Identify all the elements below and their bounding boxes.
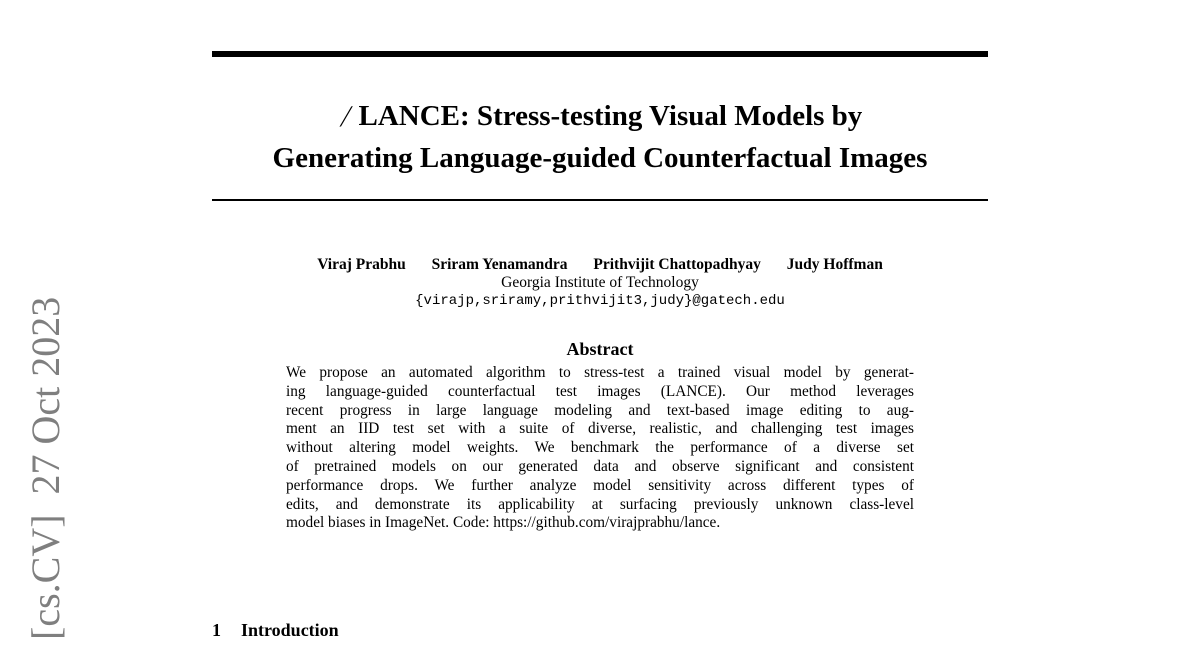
section-title: Introduction xyxy=(241,620,339,640)
author-name: Prithvijit Chattopadhyay xyxy=(593,256,761,273)
author-name: Sriram Yenamandra xyxy=(431,256,568,273)
title-line-1: LANCE: Stress-testing Visual Models by xyxy=(358,100,863,132)
lance-icon: ⟋ xyxy=(335,103,357,133)
abstract-line: ment an IID test set with a suite of div… xyxy=(286,420,914,438)
top-rule xyxy=(212,51,988,57)
section-number: 1 xyxy=(212,620,221,640)
arxiv-stamp: [cs.CV] 27 Oct 2023 xyxy=(22,297,70,640)
title-rule xyxy=(212,199,988,201)
title-line-2: Generating Language-guided Counterfactua… xyxy=(272,142,928,174)
section-heading-introduction: 1 Introduction xyxy=(212,620,339,641)
arxiv-category: [cs.CV] xyxy=(23,514,68,640)
paper-title: ⟋LANCE: Stress-testing Visual Models by … xyxy=(212,96,988,178)
author-block: Viraj Prabhu Sriram Yenamandra Prithviji… xyxy=(212,256,988,310)
author-emails: {virajp,sriramy,prithvijit3,judy}@gatech… xyxy=(415,293,785,309)
abstract-line: ing language-guided counterfactual test … xyxy=(286,382,914,400)
author-name: Viraj Prabhu xyxy=(317,256,406,273)
arxiv-date: 27 Oct 2023 xyxy=(23,296,68,495)
abstract-line: of pretrained models on our generated da… xyxy=(286,457,914,475)
abstract-line: without altering model weights. We bench… xyxy=(286,439,914,457)
abstract-line: recent progress in large language modeli… xyxy=(286,401,914,419)
abstract-line: edits, and demonstrate its applicability… xyxy=(286,495,914,513)
affiliation: Georgia Institute of Technology xyxy=(501,274,699,291)
abstract-line: We propose an automated algorithm to str… xyxy=(286,364,914,381)
abstract-body: We propose an automated algorithm to str… xyxy=(286,364,914,533)
author-name: Judy Hoffman xyxy=(786,256,883,273)
abstract-line: model biases in ImageNet. Code: https://… xyxy=(286,514,721,532)
abstract-heading: Abstract xyxy=(566,339,634,359)
abstract-line: performance drops. We further analyze mo… xyxy=(286,476,914,494)
